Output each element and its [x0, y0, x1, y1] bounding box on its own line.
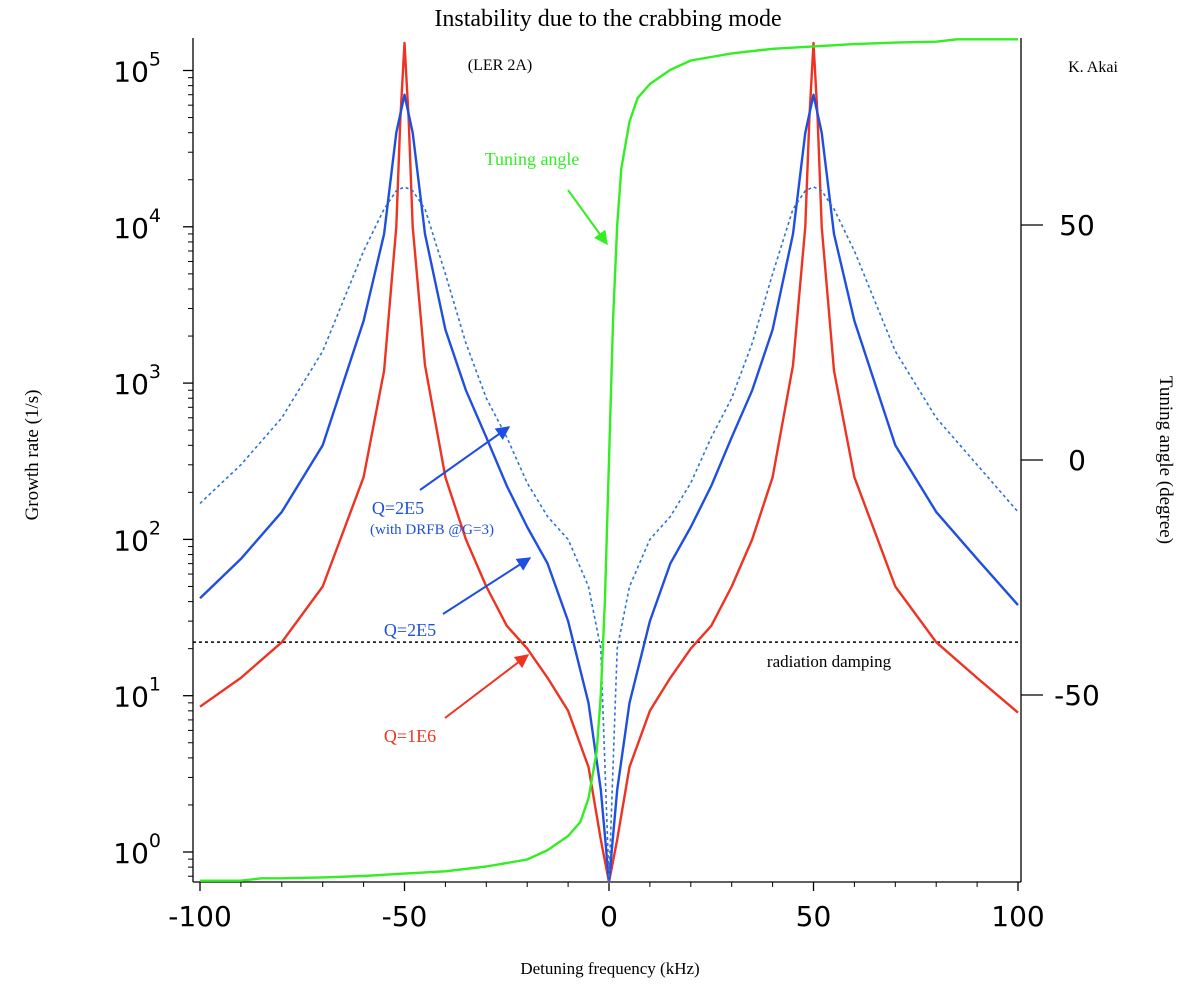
series-q2e5-drfb-line	[199, 186, 1019, 883]
x-tick-label: -100	[168, 900, 232, 933]
chart-title: Instability due to the crabbing mode	[434, 6, 781, 32]
arrow-q2e5	[442, 557, 532, 615]
x-axis-label: Detuning frequency (kHz)	[520, 959, 699, 978]
annotation-q2e5: Q=2E5	[384, 620, 436, 640]
author-label: K. Akai	[1068, 59, 1118, 76]
y-left-tick-label: 105	[113, 49, 161, 89]
series-lines	[199, 38, 1019, 884]
x-tick-label: -50	[382, 900, 428, 933]
x-tick-label: 0	[600, 900, 618, 933]
annotation-q1e6: Q=1E6	[384, 726, 436, 746]
x-tick-label: 100	[991, 900, 1044, 933]
y-left-tick-label: 100	[113, 830, 161, 870]
chart-subtitle: (LER 2A)	[468, 57, 532, 74]
annotation-drfb-note: (with DRFB @G=3)	[370, 522, 494, 538]
ticks: -100 -50 0 50 100 100 101 102 103 104 105 -50 0 50	[113, 49, 1100, 934]
y-left-tick-label: 104	[113, 205, 161, 245]
y-left-tick-label: 101	[113, 674, 161, 714]
y-left-axis-label: Growth rate (1/s)	[22, 390, 43, 521]
y-left-tick-label: 102	[113, 517, 161, 557]
axes	[192, 38, 1022, 883]
annotation-tuning-angle: Tuning angle	[485, 149, 580, 169]
annotation-q2e5-drfb: Q=2E5	[372, 498, 424, 518]
annotation-radiation-damping: radiation damping	[767, 652, 892, 671]
arrow-q1e6	[444, 654, 530, 719]
series-tuning-angle-line	[200, 38, 1018, 882]
arrow-q2e5-drfb	[419, 426, 511, 491]
x-tick-label: 50	[796, 900, 832, 933]
arrow-tuning-angle	[567, 189, 608, 246]
y-right-axis-label: Tuning angle (degree)	[1155, 376, 1176, 544]
annotations: Tuning angle Q=2E5 (with DRFB @G=3) Q=2E…	[370, 149, 892, 746]
y-right-tick-label: 50	[1059, 209, 1095, 242]
y-right-tick-label: 0	[1068, 444, 1086, 477]
y-right-tick-label: -50	[1054, 679, 1100, 712]
y-left-tick-label: 103	[113, 361, 161, 401]
